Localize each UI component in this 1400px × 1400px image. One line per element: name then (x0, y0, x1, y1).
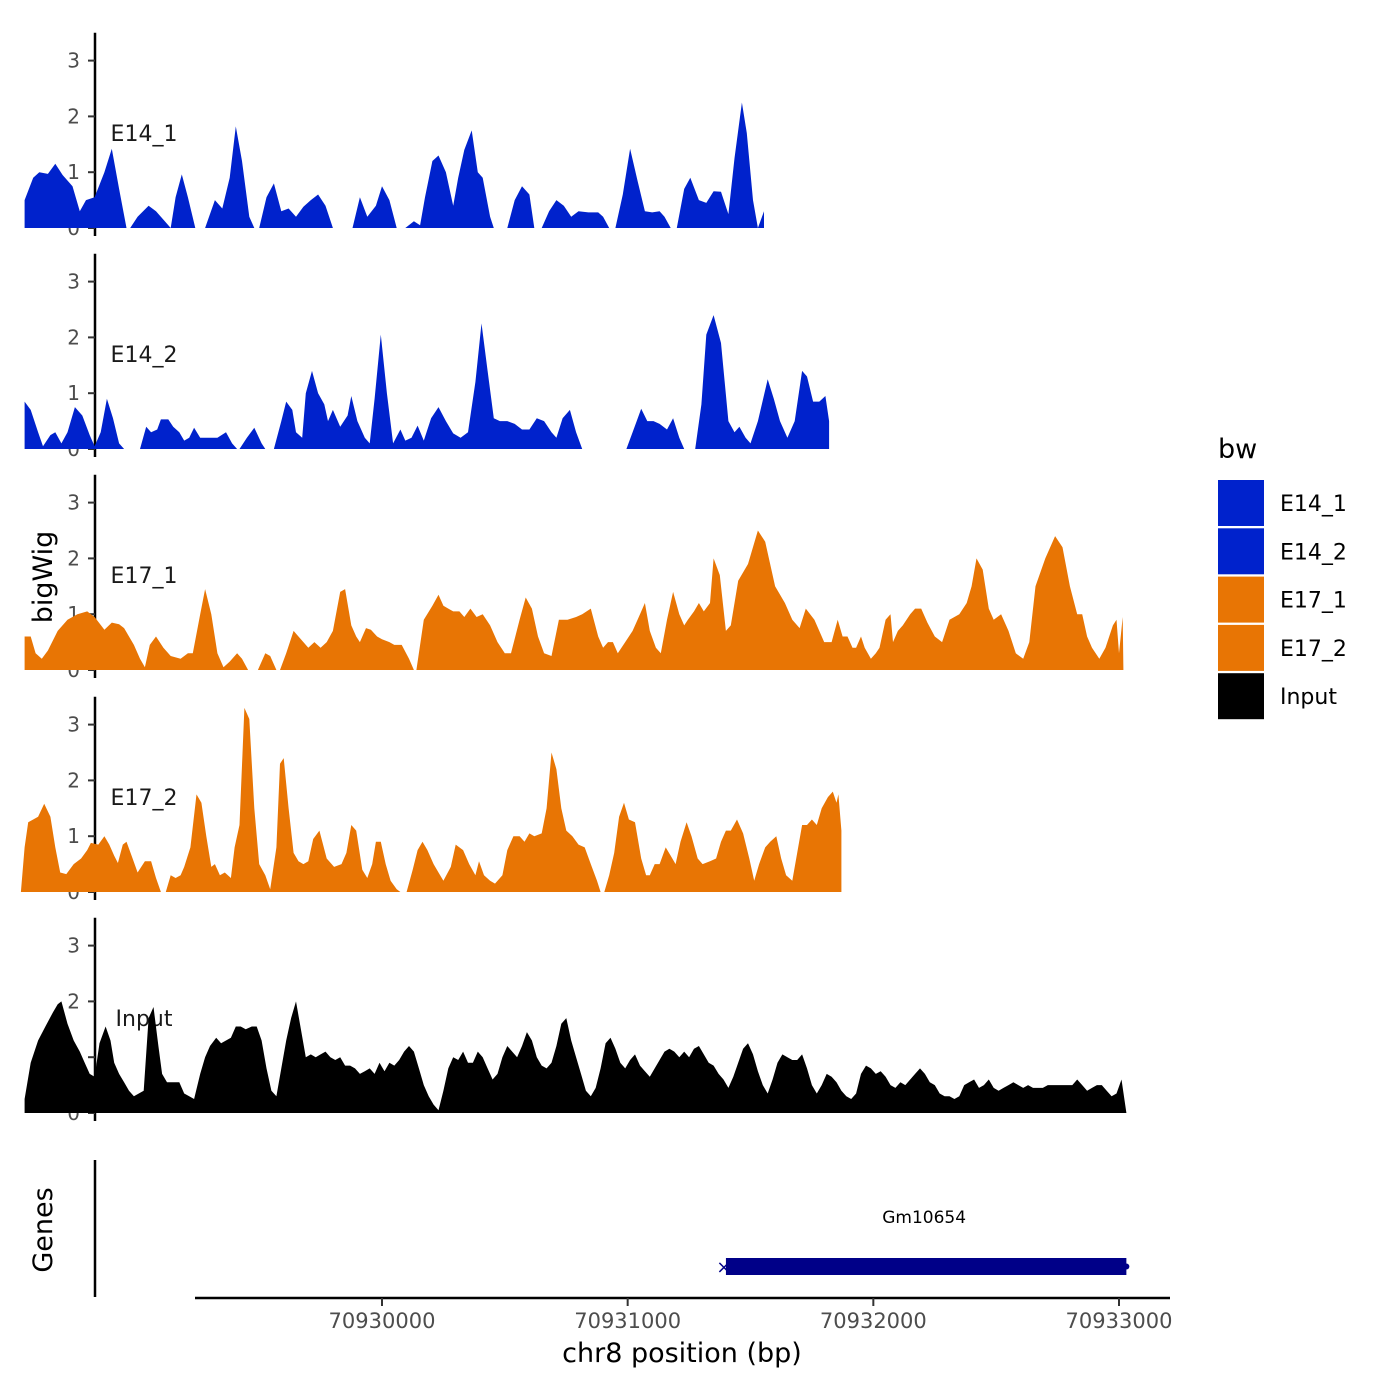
legend-label-E14_2: E14_2 (1280, 540, 1347, 565)
y-tick-label-E17_2-2: 2 (67, 768, 80, 792)
y-tick-label-Input-3: 3 (67, 934, 80, 958)
coverage-area-E17_2 (20, 707, 842, 892)
track-E14_2: 0123E14_2 (24, 253, 830, 461)
legend-key-E17_2 (1218, 624, 1264, 671)
x-tick-label-70932000: 70932000 (820, 1309, 927, 1333)
x-tick-label-70933000: 70933000 (1066, 1309, 1173, 1333)
legend-key-Input (1218, 673, 1264, 720)
y-tick-label-E17_1-2: 2 (67, 546, 80, 570)
y-tick-label-E17_2-1: 1 (67, 824, 80, 848)
x-axis: chr8 position (bp) 70930000 70931000 70932… (195, 1296, 1173, 1369)
gene-bar-Gm10654 (725, 1258, 1127, 1275)
track-label-E17_2: E17_2 (111, 786, 178, 811)
track-Input: 0123Input (24, 917, 1127, 1125)
coverage-area-E14_1 (24, 102, 765, 228)
gene-label-Gm10654: Gm10654 (882, 1208, 966, 1228)
legend-label-Input: Input (1280, 685, 1337, 710)
track-E14_1: 0123E14_1 (24, 32, 765, 240)
y-tick-label-E14_2-3: 3 (67, 270, 80, 294)
y-axis-title: bigWig (28, 531, 59, 624)
legend-key-E17_1 (1218, 576, 1264, 623)
legend: bw E14_1 E14_2 E17_1 E17_2 Input (1218, 434, 1347, 720)
legend-title: bw (1218, 434, 1257, 465)
track-label-E17_1: E17_1 (111, 564, 178, 589)
genes-panel: Genes × Gm10654 (28, 1160, 1130, 1297)
y-tick-label-E14_1-2: 2 (67, 104, 80, 128)
x-tick-label-70930000: 70930000 (329, 1309, 436, 1333)
genes-axis-title: Genes (28, 1187, 59, 1272)
track-label-E14_2: E14_2 (111, 343, 178, 368)
track-E17_2: 0123E17_2 (20, 696, 842, 904)
y-tick-label-E17_2-3: 3 (67, 713, 80, 737)
legend-label-E17_2: E17_2 (1280, 637, 1347, 662)
gene-end-marker-Gm10654 (1123, 1263, 1130, 1270)
legend-key-E14_1 (1218, 480, 1264, 526)
track-E17_1: 0123E17_1 (24, 474, 1124, 682)
y-tick-label-E17_1-3: 3 (67, 491, 80, 515)
legend-label-E17_1: E17_1 (1280, 589, 1347, 614)
coverage-area-E14_2 (24, 315, 830, 449)
legend-label-E14_1: E14_1 (1280, 492, 1347, 517)
coverage-area-Input (24, 1001, 1127, 1113)
legend-key-E14_2 (1218, 528, 1264, 575)
track-label-E14_1: E14_1 (111, 122, 178, 147)
x-tick-label-70931000: 70931000 (574, 1309, 681, 1333)
gene-strand-marker-Gm10654: × (716, 1257, 731, 1278)
y-tick-label-E14_2-2: 2 (67, 325, 80, 349)
coverage-tracks: 0123E14_10123E14_20123E17_10123E17_20123… (20, 32, 1127, 1125)
coverage-area-E17_1 (24, 530, 1124, 670)
x-axis-title: chr8 position (bp) (562, 1338, 802, 1369)
track-label-Input: Input (116, 1007, 173, 1032)
y-tick-label-E14_1-3: 3 (67, 49, 80, 73)
y-tick-label-Input-2: 2 (67, 989, 80, 1013)
y-tick-label-E14_1-1: 1 (67, 160, 80, 184)
y-tick-label-E14_2-1: 1 (67, 381, 80, 405)
